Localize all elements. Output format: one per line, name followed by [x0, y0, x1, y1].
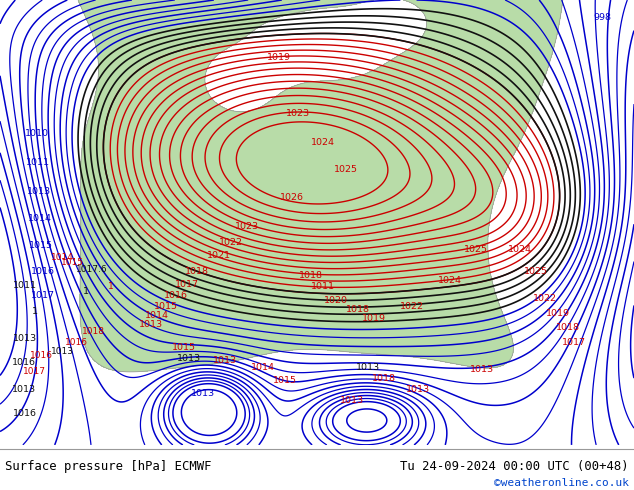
Text: 1019: 1019 [362, 314, 386, 322]
Text: 1018: 1018 [82, 327, 105, 336]
Text: Surface pressure [hPa] ECMWF: Surface pressure [hPa] ECMWF [5, 460, 212, 473]
Text: 1013: 1013 [12, 385, 36, 394]
Text: 1018: 1018 [184, 267, 209, 276]
Text: 1025: 1025 [333, 166, 358, 174]
Text: 1016: 1016 [65, 338, 87, 347]
Text: 1018: 1018 [299, 271, 323, 280]
Text: Tu 24-09-2024 00:00 UTC (00+48): Tu 24-09-2024 00:00 UTC (00+48) [400, 460, 629, 473]
Text: 1: 1 [108, 282, 114, 292]
Text: 1016: 1016 [12, 358, 36, 367]
Text: 1024: 1024 [438, 276, 462, 285]
Text: 1015: 1015 [172, 343, 196, 351]
Text: 1022: 1022 [533, 294, 557, 303]
Text: 1015: 1015 [29, 241, 53, 250]
Text: 1022: 1022 [219, 238, 243, 247]
Text: 1016: 1016 [30, 351, 53, 361]
Text: 1011: 1011 [311, 282, 335, 292]
Text: 1018: 1018 [346, 305, 370, 314]
Text: 1011: 1011 [26, 158, 50, 167]
Text: 1017: 1017 [23, 367, 46, 376]
Text: 1015: 1015 [61, 258, 84, 267]
Text: 1016: 1016 [13, 409, 37, 418]
Text: 1: 1 [82, 287, 89, 296]
Text: 1025: 1025 [524, 267, 548, 276]
Text: 1013: 1013 [470, 365, 494, 374]
Text: 1021: 1021 [207, 251, 231, 260]
Text: ©weatheronline.co.uk: ©weatheronline.co.uk [494, 478, 629, 488]
Text: 1023: 1023 [235, 222, 259, 231]
Text: 1017: 1017 [562, 338, 586, 347]
Text: 1010: 1010 [25, 129, 49, 138]
Text: 1017: 1017 [175, 280, 199, 289]
Text: 1: 1 [32, 307, 38, 316]
Text: 1013: 1013 [13, 334, 37, 343]
Text: 1024: 1024 [508, 245, 532, 254]
Text: 1013: 1013 [27, 187, 51, 196]
Text: 1015: 1015 [273, 376, 297, 385]
Text: 1018: 1018 [555, 322, 579, 332]
Text: 1026: 1026 [280, 194, 304, 202]
Text: 1018: 1018 [372, 374, 396, 383]
Text: 1019: 1019 [546, 309, 570, 318]
Text: 1014: 1014 [51, 253, 74, 262]
Text: 1019: 1019 [267, 53, 291, 62]
Text: 1017.6: 1017.6 [76, 265, 108, 274]
Text: 1011: 1011 [13, 281, 37, 290]
Text: 1013: 1013 [213, 356, 237, 365]
Text: 998: 998 [593, 13, 611, 23]
Text: 1013: 1013 [340, 396, 364, 405]
Text: 1014: 1014 [145, 311, 169, 319]
Text: 1013: 1013 [139, 320, 163, 329]
Text: 1016: 1016 [164, 292, 188, 300]
Text: 1013: 1013 [191, 389, 215, 398]
Text: 1015: 1015 [154, 302, 178, 311]
Text: 1013: 1013 [406, 385, 430, 394]
Text: 1020: 1020 [324, 296, 348, 305]
Text: 1014: 1014 [251, 363, 275, 371]
Text: 1025: 1025 [463, 245, 488, 254]
Text: 1013: 1013 [51, 347, 74, 356]
Text: 1024: 1024 [311, 138, 335, 147]
Text: 1017: 1017 [31, 292, 55, 300]
Text: 1013: 1013 [356, 363, 380, 371]
Text: 1022: 1022 [400, 302, 424, 312]
Text: 1023: 1023 [286, 109, 310, 118]
Text: 1014: 1014 [28, 215, 52, 223]
Text: 1013: 1013 [177, 354, 201, 363]
Text: 1016: 1016 [30, 267, 55, 276]
